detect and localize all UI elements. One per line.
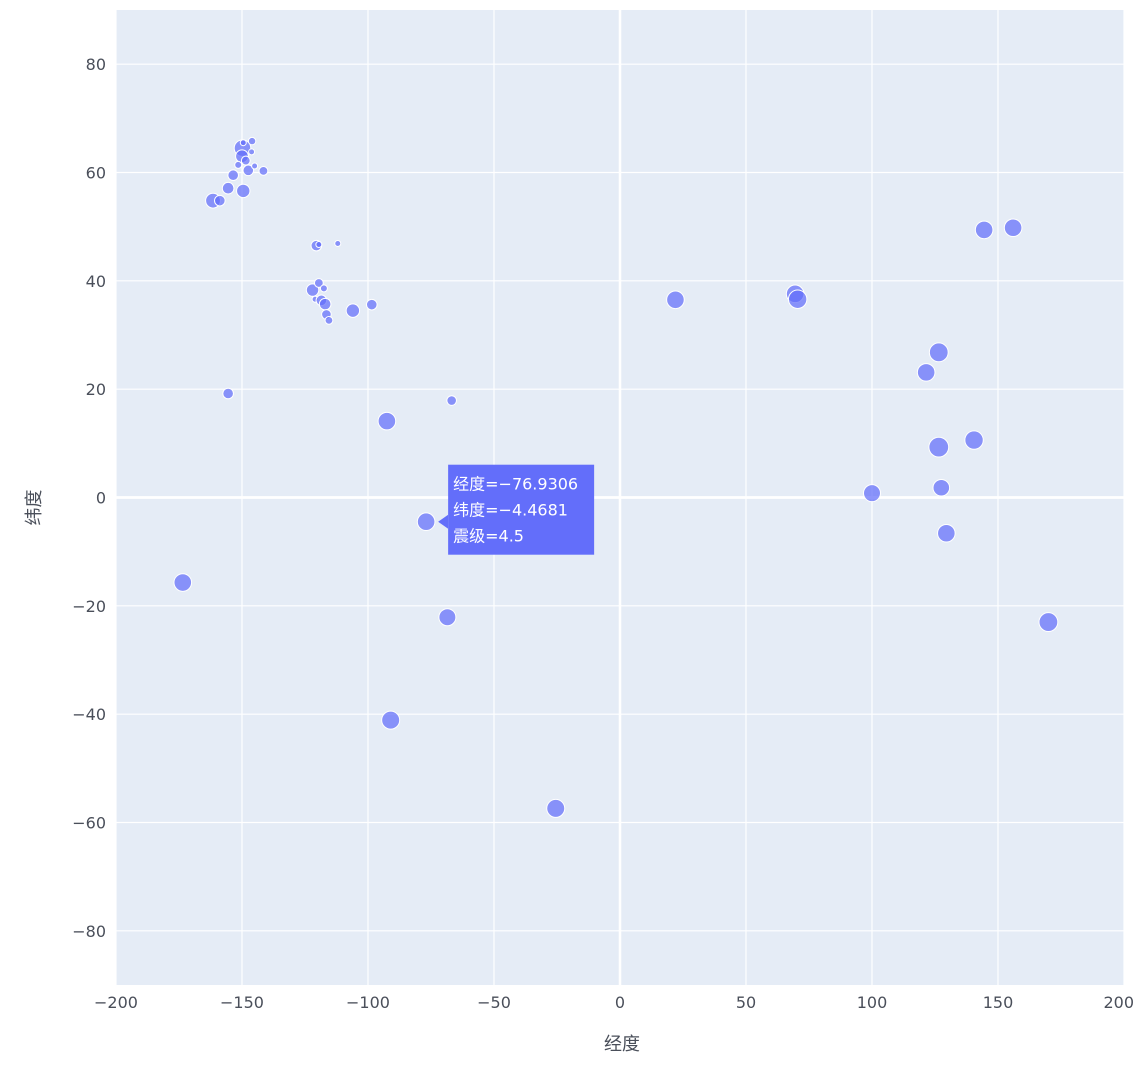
data-point[interactable] xyxy=(258,165,269,176)
data-point[interactable] xyxy=(214,194,226,207)
y-tick-label: −40 xyxy=(72,705,106,724)
tooltip-line: 震级=4.5 xyxy=(453,527,524,546)
x-tick-label: 150 xyxy=(983,993,1014,1012)
data-point[interactable] xyxy=(234,160,243,169)
data-point[interactable] xyxy=(666,290,685,310)
data-point[interactable] xyxy=(173,573,193,592)
data-point[interactable] xyxy=(251,162,259,170)
y-tick-label: 80 xyxy=(86,55,106,74)
data-point[interactable] xyxy=(863,484,881,503)
x-tick-label: 0 xyxy=(615,993,625,1012)
data-point[interactable] xyxy=(937,523,956,543)
data-point[interactable] xyxy=(377,411,397,431)
y-tick-label: 0 xyxy=(96,489,106,508)
data-point[interactable] xyxy=(227,169,239,182)
data-point[interactable] xyxy=(247,136,257,146)
x-tick-label: −200 xyxy=(94,993,138,1012)
grid-lines xyxy=(115,10,1125,985)
data-point[interactable] xyxy=(318,297,332,311)
data-points xyxy=(173,136,1059,818)
x-tick-label: 200 xyxy=(1103,993,1134,1012)
y-tick-label: −20 xyxy=(72,597,106,616)
y-tick-label: −80 xyxy=(72,922,106,941)
data-point[interactable] xyxy=(446,395,457,406)
tooltip-line: 经度=−76.9306 xyxy=(453,475,578,494)
tooltip-box xyxy=(448,464,595,555)
x-tick-label: −100 xyxy=(346,993,390,1012)
x-tick-label: −150 xyxy=(220,993,264,1012)
y-tick-label: −60 xyxy=(72,814,106,833)
data-point[interactable] xyxy=(240,155,251,166)
data-point[interactable] xyxy=(221,181,235,195)
y-tick-labels: −80 −60 −40 −20 0 20 40 60 80 xyxy=(72,55,106,941)
x-tick-label: 50 xyxy=(736,993,756,1012)
y-tick-label: 40 xyxy=(86,272,106,291)
data-point[interactable] xyxy=(1003,218,1023,238)
data-point[interactable] xyxy=(916,363,936,382)
data-point[interactable] xyxy=(974,220,994,240)
hover-tooltip: 经度=−76.9306 纬度=−4.4681 震级=4.5 xyxy=(438,464,595,555)
data-point[interactable] xyxy=(222,387,234,400)
x-tick-label: 100 xyxy=(857,993,888,1012)
data-point[interactable] xyxy=(1038,612,1059,632)
data-point[interactable] xyxy=(381,710,401,730)
y-tick-label: 20 xyxy=(86,380,106,399)
data-point[interactable] xyxy=(932,478,951,497)
x-tick-label: −50 xyxy=(477,993,511,1012)
data-point[interactable] xyxy=(928,342,949,363)
data-point[interactable] xyxy=(787,289,808,309)
y-tick-label: 60 xyxy=(86,164,106,183)
data-point[interactable] xyxy=(313,278,324,288)
data-point[interactable] xyxy=(928,436,950,458)
data-point[interactable] xyxy=(315,241,323,249)
data-point[interactable] xyxy=(546,798,566,818)
data-point[interactable] xyxy=(319,284,328,293)
data-point[interactable] xyxy=(236,183,251,199)
data-point[interactable] xyxy=(324,315,334,325)
data-point[interactable] xyxy=(416,512,436,532)
data-point[interactable] xyxy=(305,283,320,297)
tooltip-pointer xyxy=(438,514,449,529)
tooltip-line: 纬度=−4.4681 xyxy=(453,501,568,520)
data-point[interactable] xyxy=(438,608,457,627)
data-point[interactable] xyxy=(365,298,378,311)
y-axis-title: 纬度 xyxy=(24,490,45,526)
x-tick-labels: −200 −150 −100 −50 0 50 100 150 200 xyxy=(94,993,1134,1012)
data-point[interactable] xyxy=(248,148,256,156)
data-point[interactable] xyxy=(345,303,361,318)
data-point[interactable] xyxy=(964,430,984,450)
data-point[interactable] xyxy=(239,139,247,147)
data-point[interactable] xyxy=(334,239,342,247)
data-point[interactable] xyxy=(242,164,255,177)
x-axis-title: 经度 xyxy=(604,1034,640,1055)
